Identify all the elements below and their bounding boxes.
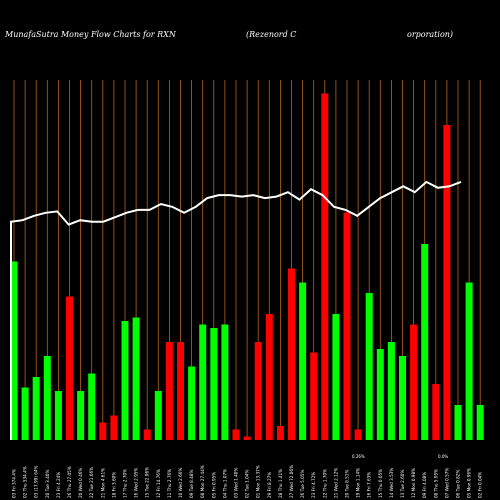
x-tick-label: 16 Wed 2.95% — [134, 468, 139, 498]
bar — [199, 324, 207, 440]
bar — [121, 321, 129, 440]
bar — [399, 356, 406, 440]
x-tick-label: 11 Thu 2.76% — [167, 469, 172, 498]
bar — [54, 391, 62, 440]
bar-series — [10, 93, 484, 440]
x-tick-label: 26 Tue 5.05% — [300, 470, 305, 498]
bar — [299, 282, 307, 440]
bar — [154, 391, 162, 440]
annotation-1: 0.26% — [352, 454, 365, 459]
bar — [265, 314, 273, 440]
bar — [254, 342, 262, 440]
bar — [310, 352, 318, 440]
x-tick-label: 12 Mon 0.98% — [411, 468, 416, 498]
annotation-2: 0.0% — [438, 454, 448, 459]
bar — [32, 377, 40, 440]
x-tick-label: 21 Wed 2.12% — [333, 468, 338, 498]
bar — [43, 356, 51, 440]
x-tick-label: 04 Thu 1.07% — [222, 469, 227, 498]
x-tick-label: 01 Mon 13.37% — [256, 465, 261, 498]
x-tick-label: 09 Tue 8.48% — [189, 470, 194, 498]
x-tick-label: 20 Wed 0.46% — [78, 468, 83, 498]
bar — [465, 282, 473, 440]
bar — [177, 342, 184, 440]
x-tick-label: 16 Fri 7.63% — [367, 472, 372, 498]
bar — [376, 349, 384, 440]
x-tick-label: 23 Fri 4.24% — [56, 472, 61, 498]
x-tick-label: 22 Tue 21.66% — [89, 467, 94, 498]
bar — [421, 244, 429, 440]
x-tick-label: 03 Wed 1.40% — [234, 468, 239, 498]
bar — [77, 391, 85, 440]
chart-subtitle-left: (Rezenord C — [246, 30, 296, 39]
chart-title: MunafaSutra Money Flow Charts for RXN — [4, 30, 177, 39]
bar — [432, 384, 440, 440]
x-tick-label: 14 Wed 3.53% — [389, 468, 394, 498]
bar — [210, 328, 218, 440]
bar — [476, 405, 484, 440]
bar — [321, 93, 329, 440]
bar — [365, 293, 373, 440]
x-tick-label: 28 Thu 1.41% — [278, 469, 283, 498]
bar — [232, 429, 240, 440]
bar — [132, 317, 140, 440]
x-tick-label: 02 Tue 1.04% — [245, 470, 250, 498]
chart-subtitle-right: orporation) — [407, 30, 453, 39]
x-tick-label: 20 Tue 8.51% — [345, 470, 350, 498]
x-tick-label: 18 Fri 3.60% — [111, 472, 116, 498]
bar — [354, 429, 362, 440]
bar — [332, 314, 340, 440]
bar — [188, 366, 196, 440]
x-tick-label: 21 Mon 4.61% — [100, 468, 105, 498]
bar — [143, 429, 151, 440]
x-tick-label: 29 Fri 8.27% — [267, 472, 272, 498]
x-tick-label: 27 Wed 72.06% — [289, 465, 294, 498]
bar — [88, 373, 96, 440]
bar — [387, 342, 395, 440]
bar — [10, 261, 18, 440]
bar — [66, 296, 73, 440]
bar — [288, 268, 295, 440]
x-tick-label: 22 Thu 1.70% — [322, 469, 327, 498]
price-line — [10, 180, 462, 440]
x-tick-label: 15 Tue 22.96% — [145, 467, 150, 498]
bar — [410, 324, 418, 440]
bar — [443, 125, 451, 440]
x-tick-label: 20 Tue 3.40% — [45, 470, 50, 498]
x-tick-label: 02 Fri 0.04% — [478, 472, 483, 498]
x-tick-label: 08 Thu 5.95% — [433, 469, 438, 498]
x-tick-labels: 03 Fri 374.4% 02 Thu 534.4% 03 (17.99) 64%… — [12, 465, 483, 498]
x-tick-label: 06 Tue 0.82% — [456, 470, 461, 498]
x-tick-label: 17 Thu 2.70% — [123, 469, 128, 498]
x-tick-label: 10 Wed 2.66% — [178, 468, 183, 498]
bar — [165, 342, 173, 440]
x-tick-label: 19 Mon 1.14% — [356, 468, 361, 498]
x-tick-label: 12 Fri 14.76% — [156, 469, 161, 498]
x-tick-label: 05 Fri 0.95% — [211, 472, 216, 498]
bar — [243, 436, 251, 440]
bar — [276, 426, 284, 440]
x-tick-label: 02 Thu 534.4% — [23, 466, 28, 498]
x-tick-label: 07 Wed 0.57% — [444, 468, 449, 498]
x-tick-label: 23 Fri 4.72% — [311, 472, 316, 498]
x-tick-label: 05 Mon 0.96% — [467, 468, 472, 498]
x-tick-label: 09 Fri 4.08% — [422, 472, 427, 498]
x-tick-label: 26 Thu 27.05% — [67, 466, 72, 498]
bar — [454, 405, 462, 440]
bar — [21, 387, 29, 440]
bar — [221, 324, 229, 440]
x-tick-label: 08 Mon 27.44% — [200, 465, 205, 498]
x-tick-label: 03 Fri 374.4% — [12, 469, 17, 498]
bar — [99, 422, 107, 440]
x-tick-label: 13 Tue 2.60% — [400, 470, 405, 498]
bar — [110, 415, 118, 440]
bar — [343, 212, 351, 440]
x-tick-label: 15 Thu 0.05% — [378, 469, 383, 498]
x-tick-label: 03 (17.99) 64% — [34, 465, 39, 498]
